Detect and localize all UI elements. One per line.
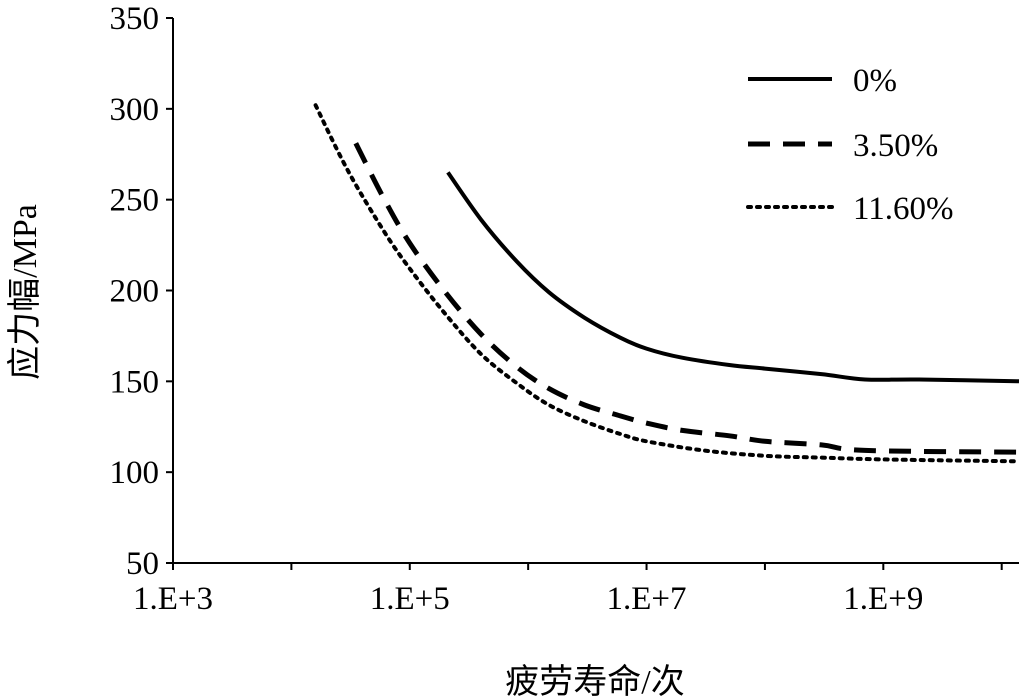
y-tick-label: 50 xyxy=(126,546,159,582)
legend-label-0: 0% xyxy=(853,63,897,99)
y-tick-label: 200 xyxy=(110,274,160,310)
y-axis-title: 应力幅/MPa xyxy=(6,204,44,380)
y-tick-label: 150 xyxy=(110,364,160,400)
series-lines xyxy=(313,103,1021,464)
y-tick-label: 350 xyxy=(110,1,160,37)
axes xyxy=(172,18,1019,564)
ticks: 50 100 150 200 250 300 350 1.E+3 1.E+5 1.E+7 1.E+9 xyxy=(110,1,1003,617)
series-line-1 xyxy=(353,142,1020,455)
x-axis-title: 疲劳寿命/次 xyxy=(505,663,684,700)
series-line-2 xyxy=(313,103,1021,464)
x-tick-label: 1.E+3 xyxy=(133,581,213,617)
legend: 0% 3.50% 11.60% xyxy=(746,63,954,227)
y-tick-label: 300 xyxy=(110,92,160,128)
x-tick-label: 1.E+5 xyxy=(370,581,450,617)
series-line-0 xyxy=(446,171,1020,384)
legend-label-2: 11.60% xyxy=(853,191,954,227)
x-tick-label: 1.E+7 xyxy=(607,581,687,617)
y-tick-label: 250 xyxy=(110,183,160,219)
x-tick-label: 1.E+9 xyxy=(843,581,923,617)
legend-label-1: 3.50% xyxy=(853,128,938,164)
y-tick-label: 100 xyxy=(110,455,160,491)
